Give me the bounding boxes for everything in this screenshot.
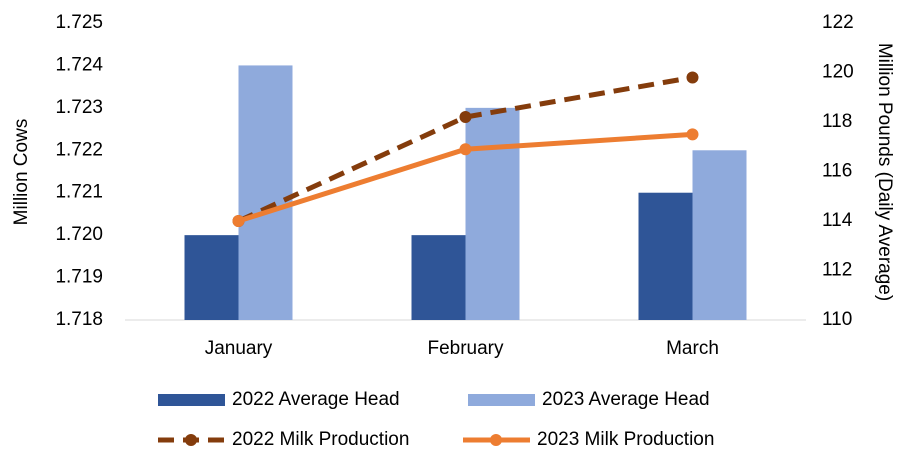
- line: [237, 74, 693, 224]
- line-marker: [459, 111, 472, 124]
- y2-tick-label: 116: [822, 161, 852, 182]
- legend-swatch: [158, 394, 225, 406]
- bar: [638, 192, 693, 320]
- x-tick-label: March: [666, 338, 719, 359]
- bar: [411, 235, 466, 320]
- bar: [465, 107, 520, 320]
- x-tick-label: January: [205, 338, 273, 359]
- x-tick-label: February: [427, 338, 504, 359]
- y-tick-label: 1.724: [55, 54, 103, 75]
- y-tick-label: 1.723: [55, 97, 103, 118]
- y-tick-label: 1.721: [55, 182, 103, 203]
- y-axis-title: Million Cows: [11, 119, 32, 226]
- y-tick-label: 1.722: [55, 139, 103, 160]
- line-marker: [232, 215, 245, 227]
- legend-swatch: [468, 394, 535, 406]
- legend-label: 2022 Average Head: [232, 389, 400, 410]
- line-marker: [686, 71, 699, 84]
- y-tick-label: 1.720: [55, 224, 103, 245]
- line-marker: [686, 128, 699, 141]
- y2-tick-label: 120: [822, 62, 854, 83]
- legend-label: 2023 Average Head: [542, 389, 710, 410]
- legend-marker: [185, 434, 197, 446]
- y-tick-label: 1.725: [55, 12, 103, 33]
- y2-tick-label: 118: [822, 111, 852, 132]
- y2-tick-label: 112: [822, 260, 852, 281]
- y2-tick-label: 122: [822, 12, 854, 33]
- y-tick-label: 1.718: [55, 309, 103, 330]
- y2-tick-label: 110: [822, 309, 852, 330]
- y2-axis-title: Million Pounds (Daily Average): [874, 43, 895, 301]
- legend-marker: [490, 434, 502, 446]
- bar: [184, 235, 239, 320]
- legend-label: 2022 Milk Production: [232, 429, 409, 450]
- bar: [238, 65, 293, 320]
- line-marker: [459, 143, 472, 156]
- y2-tick-label: 114: [822, 210, 853, 231]
- y-tick-label: 1.719: [55, 267, 103, 288]
- bar: [692, 150, 747, 320]
- legend-label: 2023 Milk Production: [537, 429, 714, 450]
